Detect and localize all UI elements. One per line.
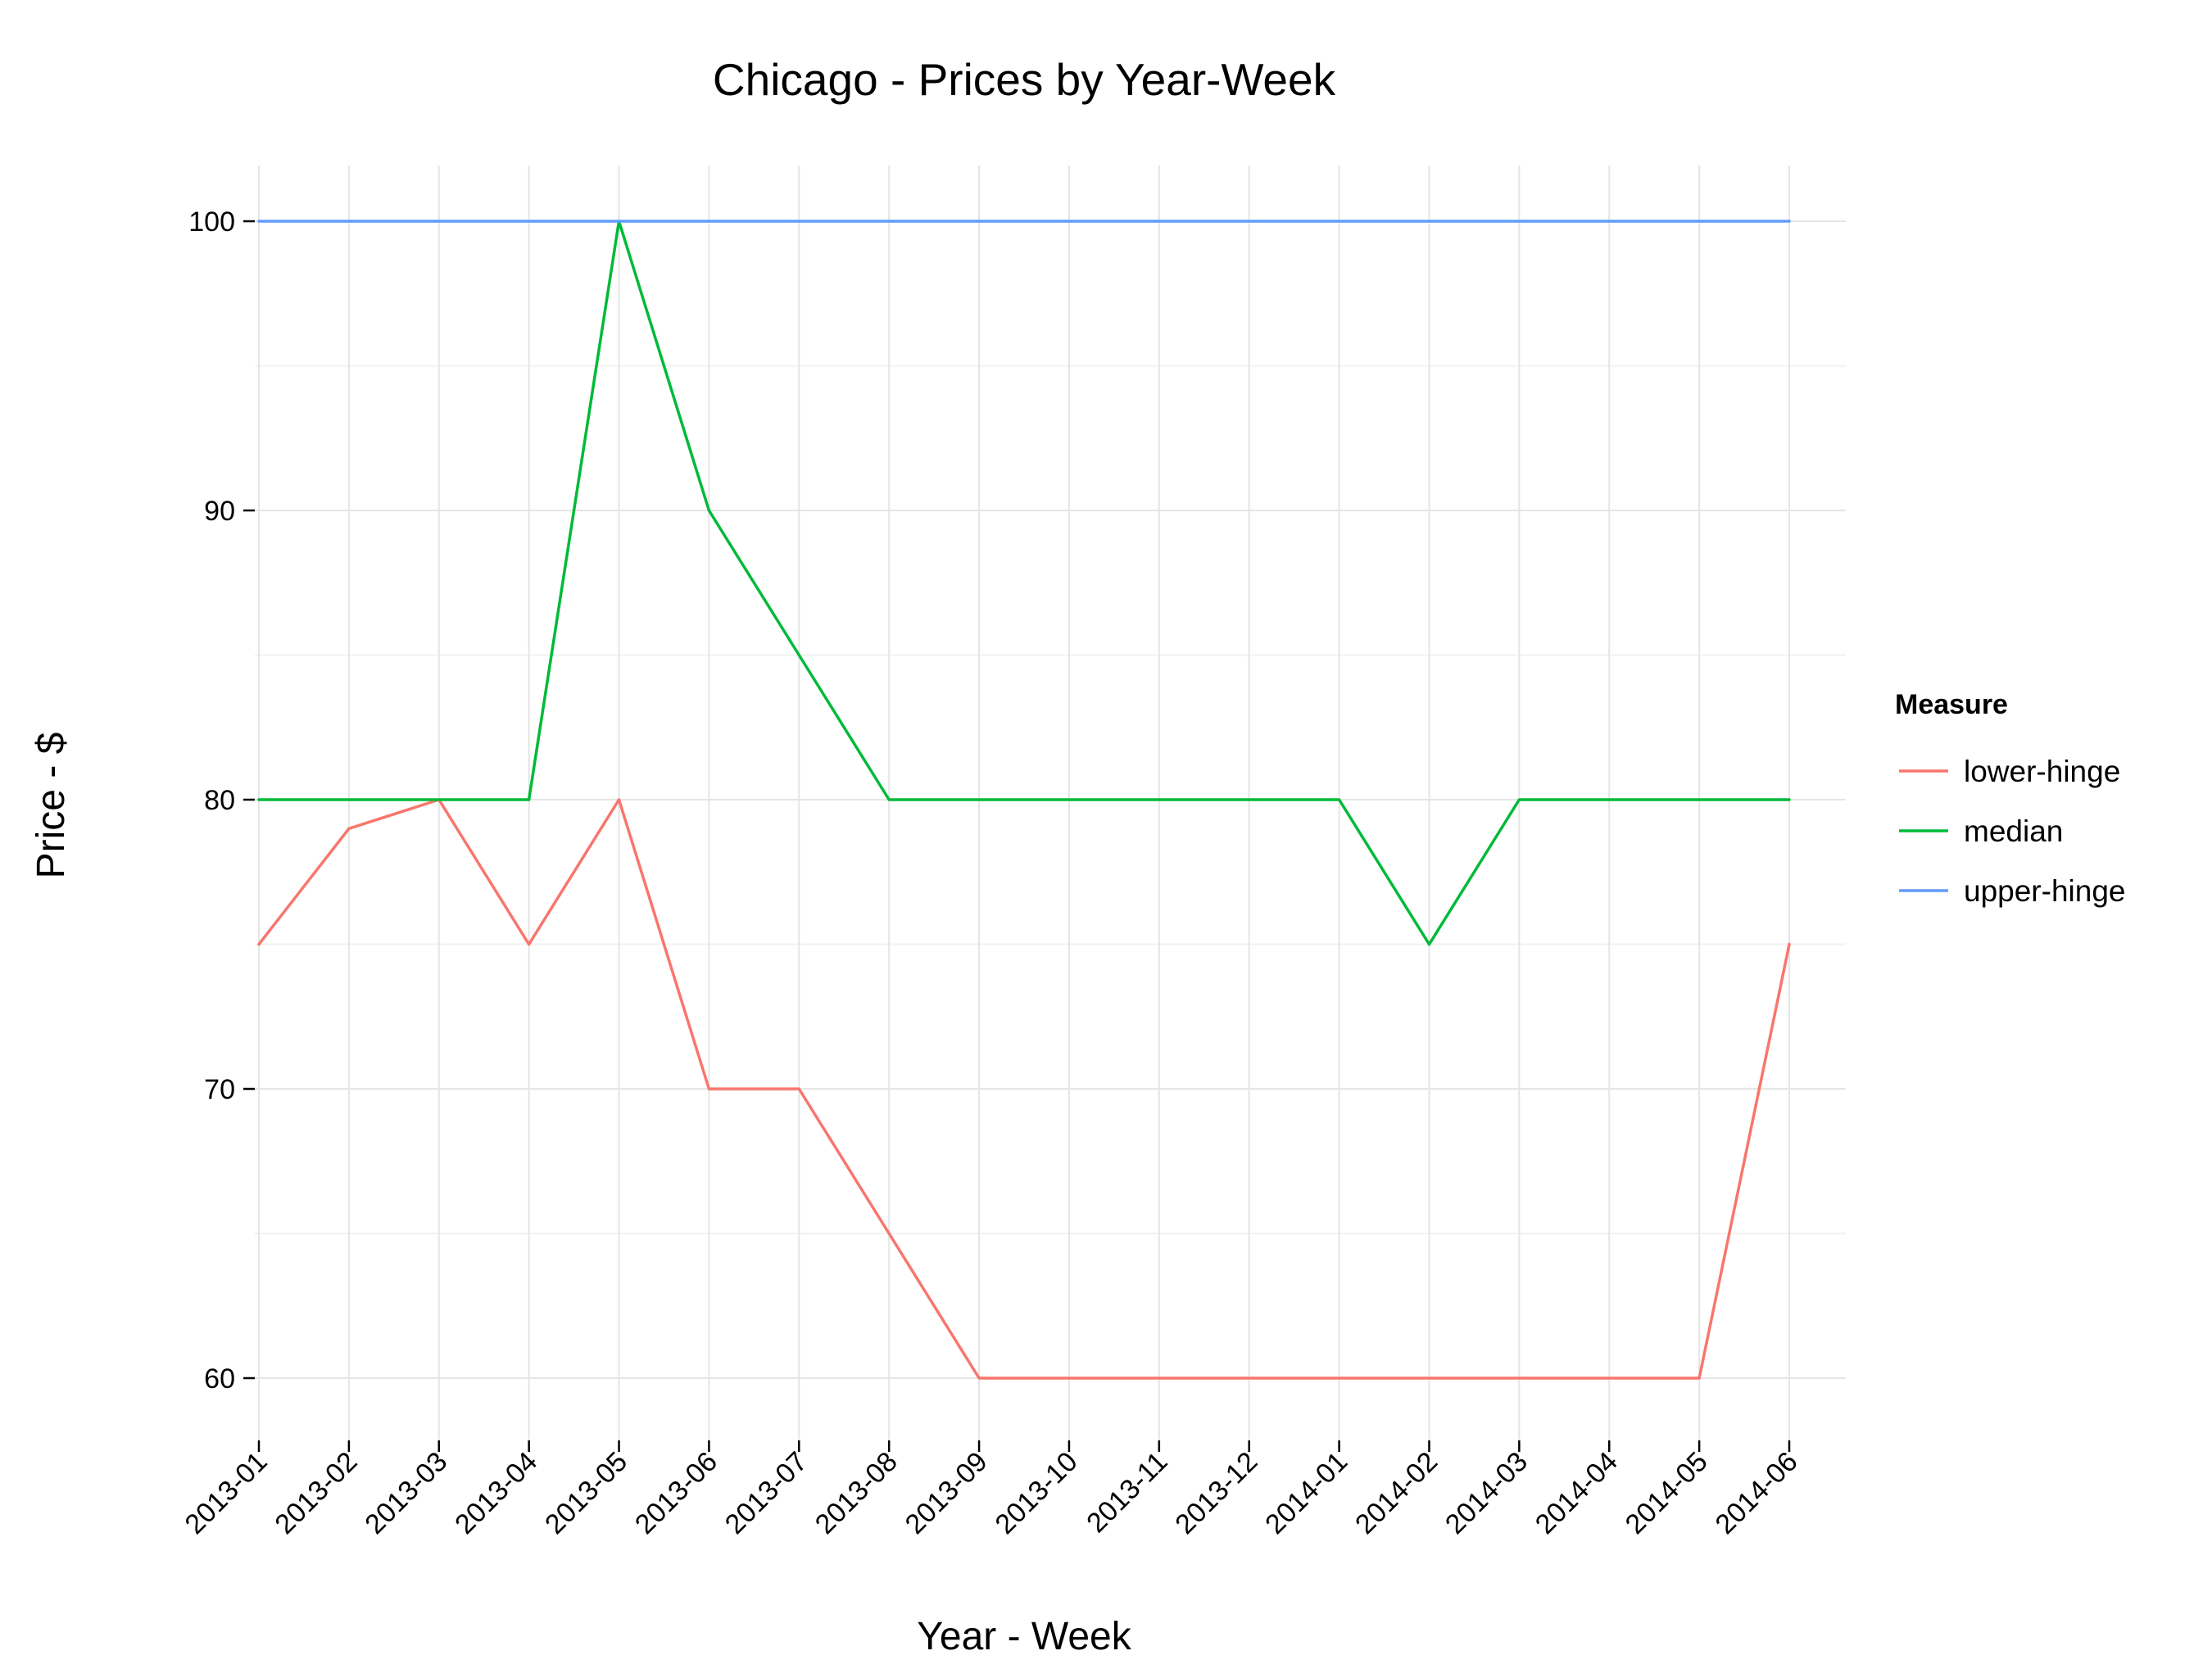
series-line-median — [257, 220, 1791, 946]
data-point-lower-hinge — [887, 1231, 891, 1236]
axis-layer: 607080901002013-012013-022013-032013-042… — [179, 206, 1804, 1540]
chart-title: Chicago - Prices by Year-Week — [713, 54, 1336, 105]
data-point-median — [528, 798, 531, 801]
data-point-lower-hinge — [1788, 942, 1791, 946]
data-point-lower-hinge — [1698, 1376, 1701, 1380]
data-point-lower-hinge — [1337, 1376, 1341, 1380]
x-tick-label: 2013-04 — [449, 1446, 543, 1540]
y-tick-label: 60 — [204, 1363, 235, 1395]
data-point-lower-hinge — [1158, 1376, 1161, 1380]
data-point-median — [1337, 798, 1341, 801]
data-point-lower-hinge — [1607, 1376, 1611, 1380]
data-point-upper-hinge — [437, 220, 441, 223]
data-point-median — [1517, 798, 1521, 801]
y-tick-label: 100 — [188, 206, 235, 238]
data-point-lower-hinge — [1067, 1376, 1071, 1380]
x-tick-label: 2013-06 — [629, 1446, 723, 1540]
series-line-lower-hinge — [257, 798, 1791, 1380]
data-point-upper-hinge — [617, 220, 621, 223]
grid-layer — [255, 166, 1846, 1440]
data-point-upper-hinge — [1248, 220, 1251, 223]
x-tick-label: 2013-07 — [719, 1446, 814, 1540]
data-point-upper-hinge — [707, 220, 711, 223]
x-tick-label: 2014-04 — [1530, 1446, 1624, 1540]
data-point-median — [257, 798, 261, 801]
data-point-median — [1788, 798, 1791, 801]
data-point-median — [1067, 798, 1071, 801]
data-point-upper-hinge — [887, 220, 891, 223]
data-point-upper-hinge — [1788, 220, 1791, 223]
x-tick-label: 2013-03 — [359, 1446, 453, 1540]
x-tick-label: 2013-05 — [539, 1446, 633, 1540]
data-point-lower-hinge — [347, 827, 351, 830]
x-tick-label: 2014-06 — [1710, 1446, 1804, 1540]
x-tick-label: 2014-05 — [1620, 1446, 1714, 1540]
data-point-median — [797, 653, 800, 657]
legend-label-lower-hinge: lower-hinge — [1964, 755, 2120, 788]
data-point-upper-hinge — [1337, 220, 1341, 223]
data-point-lower-hinge — [977, 1376, 981, 1380]
data-point-median — [347, 798, 351, 801]
legend-label-upper-hinge: upper-hinge — [1964, 874, 2125, 908]
data-point-median — [1158, 798, 1161, 801]
data-point-lower-hinge — [1248, 1376, 1251, 1380]
data-point-lower-hinge — [1427, 1376, 1431, 1380]
data-point-upper-hinge — [347, 220, 351, 223]
data-point-upper-hinge — [1427, 220, 1431, 223]
data-point-median — [707, 509, 711, 512]
series-layer — [257, 220, 1791, 1380]
data-point-lower-hinge — [617, 798, 621, 801]
y-tick-label: 80 — [204, 785, 235, 816]
data-point-median — [1248, 798, 1251, 801]
x-tick-label: 2013-01 — [179, 1446, 274, 1540]
data-point-lower-hinge — [528, 942, 531, 946]
data-point-upper-hinge — [1067, 220, 1071, 223]
data-point-median — [887, 798, 891, 801]
data-point-lower-hinge — [257, 942, 261, 946]
data-point-lower-hinge — [1517, 1376, 1521, 1380]
data-point-upper-hinge — [528, 220, 531, 223]
x-tick-label: 2013-08 — [809, 1446, 904, 1540]
legend-title: Measure — [1895, 689, 2008, 720]
x-tick-label: 2014-01 — [1259, 1446, 1353, 1540]
legend: Measure lower-hinge median upper-hinge — [1895, 689, 2125, 908]
data-point-upper-hinge — [1698, 220, 1701, 223]
data-point-upper-hinge — [1607, 220, 1611, 223]
data-point-median — [977, 798, 981, 801]
data-point-median — [1427, 942, 1431, 946]
x-tick-label: 2014-02 — [1349, 1446, 1444, 1540]
data-point-median — [437, 798, 441, 801]
data-point-lower-hinge — [707, 1087, 711, 1091]
x-tick-label: 2014-03 — [1439, 1446, 1534, 1540]
data-point-upper-hinge — [257, 220, 261, 223]
x-tick-label: 2013-09 — [900, 1446, 994, 1540]
x-axis-title: Year - Week — [917, 1615, 1131, 1658]
data-point-lower-hinge — [797, 1087, 800, 1091]
x-tick-label: 2013-02 — [269, 1446, 363, 1540]
x-tick-label: 2013-12 — [1169, 1446, 1263, 1540]
y-axis-title: Price - $ — [29, 732, 73, 879]
legend-label-median: median — [1964, 814, 2063, 848]
data-point-median — [1607, 798, 1611, 801]
x-tick-label: 2013-11 — [1081, 1446, 1173, 1539]
data-point-median — [1698, 798, 1701, 801]
data-point-upper-hinge — [797, 220, 800, 223]
data-point-upper-hinge — [977, 220, 981, 223]
y-tick-label: 90 — [204, 496, 235, 527]
data-point-upper-hinge — [1517, 220, 1521, 223]
y-tick-label: 70 — [204, 1074, 235, 1105]
x-tick-label: 2013-10 — [989, 1446, 1083, 1540]
data-point-upper-hinge — [1158, 220, 1161, 223]
